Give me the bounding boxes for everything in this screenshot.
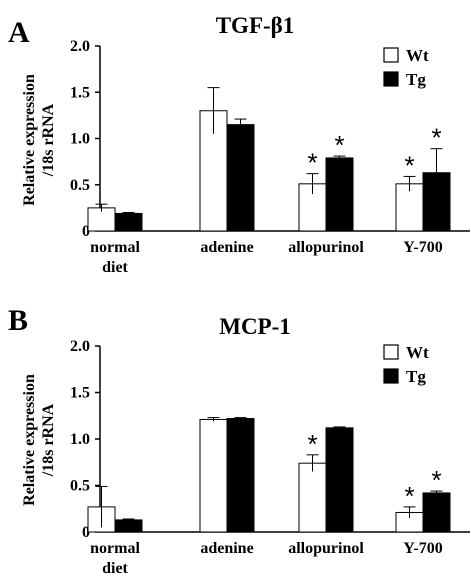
- significance-star: *: [404, 481, 414, 511]
- y-tick-label: 0.5: [70, 177, 90, 194]
- significance-star: *: [307, 148, 317, 178]
- bar-tg: [114, 519, 143, 533]
- legend-swatch-tg: [383, 71, 399, 87]
- y-axis-label-line2: /18s rRNA: [40, 103, 57, 177]
- y-axis-label-line2: /18s rRNA: [40, 403, 57, 477]
- chart-panel-b: B MCP-1 Relative expression/18s rRNA 0 0.5 1.…: [8, 304, 470, 577]
- panel-letter: B: [8, 304, 28, 337]
- y-tick-label: 0: [82, 223, 90, 240]
- x-tick-label: Y-700: [403, 239, 442, 256]
- x-tick-label: allopurinol: [288, 540, 364, 557]
- x-tick-label: adenine: [200, 239, 253, 256]
- bar-tg: [422, 172, 451, 232]
- significance-star: *: [334, 130, 344, 160]
- legend-swatch-wt: [383, 47, 399, 63]
- bar-tg: [226, 418, 255, 533]
- y-axis-label: Relative expression/18s rRNA: [21, 74, 57, 206]
- y-tick-label: 0.5: [70, 478, 90, 495]
- y-tick-label: 2.0: [70, 338, 90, 355]
- legend-swatch-tg: [383, 368, 399, 384]
- bar-tg: [226, 124, 255, 232]
- chart-panel-a: A TGF-β1 Relative expression/18s rRNA 0 0.5 1…: [8, 13, 470, 276]
- x-tick-label: allopurinol: [288, 239, 364, 256]
- legend-label-tg: Tg: [406, 70, 426, 89]
- bar-tg: [325, 427, 354, 533]
- y-axis-label-line1: Relative expression: [21, 74, 38, 206]
- significance-star: *: [431, 123, 441, 153]
- significance-star: *: [404, 150, 414, 180]
- legend-label-wt: Wt: [406, 343, 429, 362]
- x-tick-label: adenine: [200, 540, 253, 557]
- x-tick-label: normal: [90, 540, 140, 557]
- legend-label-wt: Wt: [406, 46, 429, 65]
- y-axis-label-line1: Relative expression: [21, 374, 38, 506]
- x-tick-label-line2: diet: [102, 560, 128, 577]
- legend-label-tg: Tg: [406, 367, 426, 386]
- legend: Wt Tg: [383, 46, 429, 89]
- y-axis-label: Relative expression/18s rRNA: [21, 374, 57, 506]
- bar-tg: [114, 212, 143, 232]
- y-tick-label: 1.5: [70, 84, 90, 101]
- legend-swatch-wt: [383, 344, 399, 360]
- y-tick-label: 1.0: [70, 431, 90, 448]
- x-tick-label: Y-700: [403, 540, 442, 557]
- y-tick-label: 0: [82, 524, 90, 541]
- x-tick-label-line2: diet: [102, 259, 128, 276]
- legend: Wt Tg: [383, 343, 429, 386]
- chart-title: TGF-β1: [216, 13, 295, 38]
- panel-letter: A: [8, 16, 30, 49]
- x-tick-label: normal: [90, 239, 140, 256]
- bar-wt: [298, 462, 327, 533]
- y-tick-label: 2.0: [70, 38, 90, 55]
- bar-tg: [422, 492, 451, 533]
- y-tick-label: 1.0: [70, 131, 90, 148]
- y-tick-label: 1.5: [70, 385, 90, 402]
- bar-tg: [325, 157, 354, 232]
- significance-star: *: [307, 429, 317, 459]
- bar-wt: [199, 418, 228, 533]
- significance-star: *: [431, 465, 441, 495]
- chart-title: MCP-1: [219, 314, 291, 339]
